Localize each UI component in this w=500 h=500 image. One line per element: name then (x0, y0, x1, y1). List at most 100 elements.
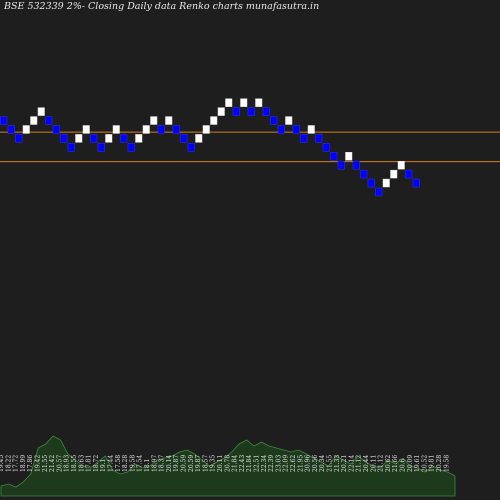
volume-tick-label-51: 20.44 (363, 455, 370, 472)
renko-brick-1-down (0, 116, 8, 125)
volume-tick-label-47: 21.33 (334, 455, 341, 472)
volume-tick-label-21: 18.1 (144, 459, 151, 472)
volume-tick-label-44: 20.56 (312, 455, 319, 472)
renko-brick-18-down (127, 143, 135, 152)
renko-brick-8-down (52, 125, 60, 134)
volume-tick-label-61: 20.28 (436, 455, 443, 472)
volume-area-path (0, 435, 456, 497)
renko-brick-38-down (277, 125, 285, 134)
renko-brick-15-up (105, 134, 113, 143)
renko-brick-25-down (180, 134, 188, 143)
volume-tick-label-16: 17.44 (108, 455, 115, 472)
renko-brick-2-down (7, 125, 15, 134)
renko-brick-30-up (217, 107, 225, 116)
renko-brick-22-down (157, 125, 165, 134)
volume-tick-label-22: 18.97 (151, 455, 158, 472)
renko-brick-53-up (390, 169, 398, 179)
chart-title: BSE 532339 2%- Closing Daily data Renko … (4, 1, 320, 12)
renko-brick-7-down (45, 116, 53, 125)
renko-brick-21-up (150, 116, 158, 125)
renko-brick-56-down (412, 178, 420, 188)
renko-brick-16-up (112, 125, 120, 134)
volume-tick-label-62: 19.58 (443, 455, 450, 472)
renko-brick-36-down (262, 107, 270, 116)
renko-brick-33-up (240, 98, 248, 107)
volume-tick-label-12: 18.63 (78, 455, 85, 472)
renko-brick-47-up (345, 152, 353, 161)
renko-brick-4-up (22, 125, 30, 134)
volume-tick-label-15: 19.1 (100, 459, 107, 472)
volume-tick-label-28: 19.87 (195, 455, 202, 472)
volume-tick-label-7: 21.55 (42, 455, 49, 472)
volume-tick-label-52: 20.11 (370, 455, 377, 472)
volume-tick-label-13: 17.81 (86, 455, 93, 472)
volume-tick-label-48: 20.21 (341, 455, 348, 472)
renko-brick-43-down (315, 134, 323, 143)
volume-tick-label-31: 20.11 (217, 455, 224, 472)
renko-brick-55-down (405, 169, 413, 179)
volume-tick-label-34: 22.43 (239, 455, 246, 472)
renko-brick-51-down (375, 187, 383, 197)
volume-tick-label-26: 20.59 (181, 455, 188, 472)
volume-tick-label-54: 20.62 (385, 455, 392, 472)
renko-brick-3-down (15, 134, 23, 143)
renko-brick-28-up (202, 125, 210, 134)
volume-tick-label-35: 21.84 (246, 455, 253, 472)
volume-tick-label-25: 19.87 (173, 455, 180, 472)
renko-brick-34-down (247, 107, 255, 116)
renko-brick-39-up (285, 116, 293, 125)
volume-tick-label-9: 20.57 (56, 455, 63, 472)
volume-area (0, 435, 456, 497)
renko-brick-23-up (165, 116, 173, 125)
volume-tick-label-32: 20.78 (224, 455, 231, 472)
renko-brick-19-up (135, 134, 143, 143)
volume-tick-label-40: 22.09 (283, 455, 290, 472)
volume-tick-label-46: 21.55 (327, 455, 334, 472)
volume-tick-label-8: 21.42 (49, 455, 56, 472)
volume-tick-label-29: 18.57 (202, 455, 209, 472)
volume-tick-label-42: 21.95 (297, 455, 304, 472)
renko-brick-20-up (142, 125, 150, 134)
volume-tick-label-56: 20.6 (400, 458, 407, 472)
renko-brick-50-down (367, 178, 375, 188)
volume-tick-labels: 19.45 18.22 17.72 18.99 17.86 19.42 21.55 21.42… (0, 455, 450, 472)
renko-brick-12-up (82, 125, 90, 134)
renko-brick-5-up (30, 116, 38, 125)
renko-brick-52-up (382, 178, 390, 188)
volume-tick-label-45: 20.34 (319, 455, 326, 472)
volume-tick-label-33: 21.84 (232, 455, 239, 472)
volume-tick-label-50: 21.12 (356, 455, 363, 472)
volume-tick-label-1: 19.45 (0, 455, 5, 472)
volume-tick-label-49: 22.14 (348, 455, 355, 472)
renko-brick-37-down (270, 116, 278, 125)
renko-brick-10-down (67, 143, 75, 152)
renko-brick-41-down (300, 134, 308, 143)
volume-tick-label-2: 18.22 (5, 455, 12, 472)
volume-tick-label-30: 19.35 (210, 455, 217, 472)
renko-brick-48-down (352, 160, 360, 170)
volume-tick-label-5: 17.86 (27, 455, 34, 472)
renko-brick-14-down (97, 143, 105, 152)
volume-tick-label-57: 20.09 (407, 455, 414, 472)
volume-tick-label-6: 19.42 (35, 455, 42, 472)
volume-tick-label-4: 18.99 (20, 455, 27, 472)
volume-tick-label-55: 21.66 (392, 455, 399, 472)
volume-tick-label-11: 18.55 (71, 455, 78, 472)
renko-brick-11-up (75, 134, 83, 143)
renko-brick-26-down (187, 143, 195, 152)
volume-tick-label-43: 20.96 (305, 455, 312, 472)
volume-tick-label-27: 20.59 (188, 455, 195, 472)
volume-tick-label-38: 22.39 (268, 455, 275, 472)
renko-brick-35-up (255, 98, 263, 107)
renko-brick-13-down (90, 134, 98, 143)
volume-tick-label-17: 17.58 (115, 455, 122, 472)
volume-tick-label-53: 21.12 (378, 455, 385, 472)
volume-tick-label-24: 20.14 (166, 455, 173, 472)
volume-tick-label-3: 17.72 (13, 455, 20, 472)
renko-brick-32-down (232, 107, 240, 116)
volume-tick-label-23: 18.37 (159, 455, 166, 472)
volume-tick-label-58: 19.61 (414, 455, 421, 472)
volume-tick-label-10: 18.93 (64, 455, 71, 472)
renko-bricks (0, 98, 420, 197)
renko-brick-24-down (172, 125, 180, 134)
